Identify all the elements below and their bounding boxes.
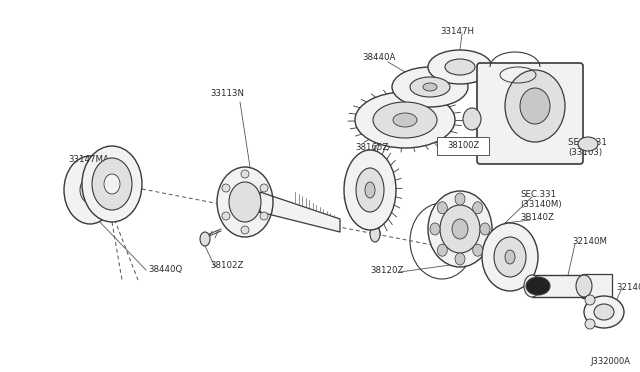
Ellipse shape [82,146,142,222]
Ellipse shape [524,275,540,297]
Ellipse shape [578,137,598,151]
Text: 33147H: 33147H [440,28,474,36]
Text: 38440Q: 38440Q [148,265,182,274]
Bar [582,274,612,298]
Ellipse shape [520,88,550,124]
Bar [532,275,584,297]
Ellipse shape [494,237,526,277]
Circle shape [222,184,230,192]
Ellipse shape [428,50,492,84]
Ellipse shape [452,219,468,239]
Ellipse shape [463,108,481,130]
Text: SEC.331
(33140M): SEC.331 (33140M) [520,190,562,209]
Ellipse shape [92,158,132,210]
Ellipse shape [430,223,440,235]
Ellipse shape [392,67,468,107]
Ellipse shape [393,113,417,127]
FancyBboxPatch shape [477,63,583,164]
Ellipse shape [229,182,261,222]
Ellipse shape [526,277,550,295]
Circle shape [222,212,230,220]
Ellipse shape [200,232,210,246]
Ellipse shape [473,244,483,256]
Ellipse shape [80,177,100,203]
Text: 3B140Z: 3B140Z [520,214,554,222]
Ellipse shape [373,102,437,138]
Ellipse shape [505,70,565,142]
Text: SEC. 331
(33103): SEC. 331 (33103) [568,138,607,157]
Text: 32140H: 32140H [616,283,640,292]
Ellipse shape [365,182,375,198]
Bar [437,137,489,155]
Ellipse shape [64,156,116,224]
Ellipse shape [594,304,614,320]
Text: 38100Z: 38100Z [447,141,479,151]
Text: 33147MA: 33147MA [68,154,109,164]
Ellipse shape [455,253,465,265]
Text: 38440A: 38440A [362,52,396,61]
Circle shape [260,184,268,192]
Ellipse shape [482,223,538,291]
Text: J332000A: J332000A [590,357,630,366]
Ellipse shape [437,244,447,256]
Ellipse shape [355,92,455,148]
Ellipse shape [423,83,437,91]
Circle shape [260,212,268,220]
Ellipse shape [428,191,492,267]
Circle shape [585,295,595,305]
Ellipse shape [104,174,120,194]
Text: 38120Z: 38120Z [370,266,403,275]
Ellipse shape [505,250,515,264]
Ellipse shape [480,223,490,235]
Circle shape [241,170,249,178]
Ellipse shape [584,296,624,328]
Ellipse shape [410,77,450,97]
Ellipse shape [370,226,380,242]
Ellipse shape [344,150,396,230]
Ellipse shape [217,167,273,237]
Circle shape [585,319,595,329]
Ellipse shape [437,202,447,214]
Ellipse shape [445,59,475,75]
Text: 38165Z: 38165Z [355,144,388,153]
Ellipse shape [473,202,483,214]
Text: 33113N: 33113N [210,90,244,99]
Text: 32140M: 32140M [572,237,607,247]
Text: 38102Z: 38102Z [210,261,243,270]
Ellipse shape [576,275,592,297]
Circle shape [241,226,249,234]
Ellipse shape [440,205,480,253]
Ellipse shape [455,193,465,205]
Ellipse shape [356,168,384,212]
Polygon shape [260,192,340,232]
